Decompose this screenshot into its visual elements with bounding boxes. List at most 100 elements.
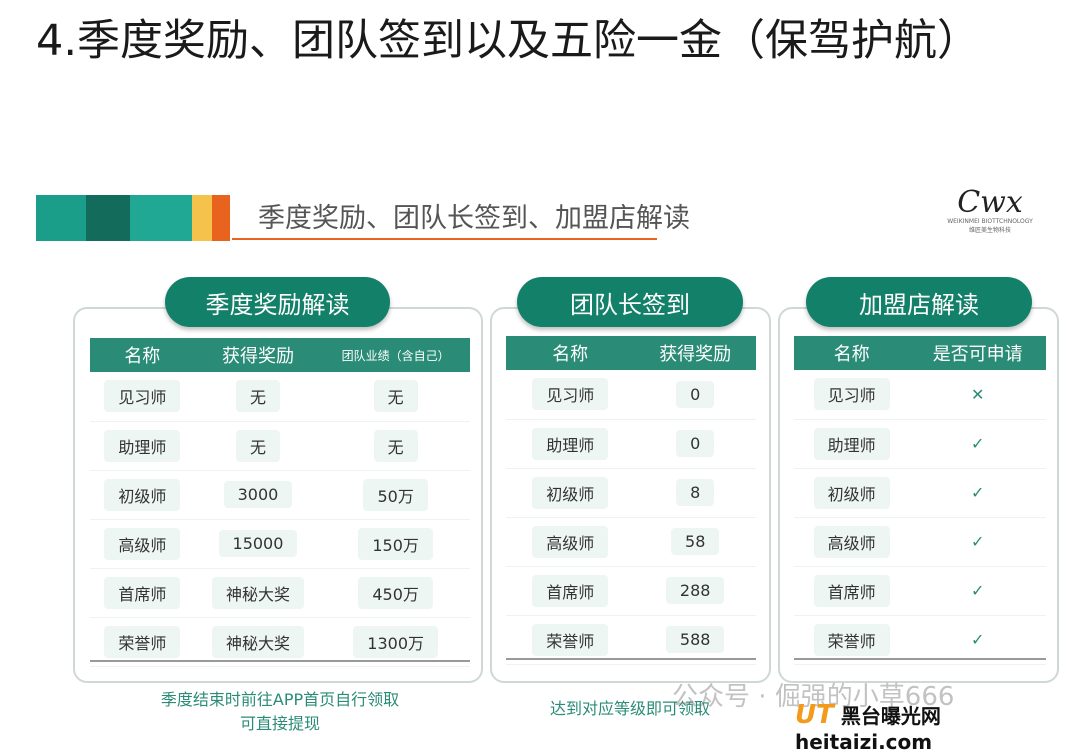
table-row: 初级师 8 — [506, 468, 756, 518]
table-cell: 神秘大奖 — [194, 568, 322, 618]
table-cell: 初级师 — [794, 468, 910, 518]
table-cell: ✓ — [909, 517, 1046, 567]
table-cell: ✓ — [909, 566, 1046, 616]
table-cell: 450万 — [321, 568, 470, 618]
banner-title: 季度奖励、团队长签到、加盟店解读 — [258, 203, 690, 234]
cell-text: 见习师 — [532, 378, 609, 411]
table-row: 首席师 ✓ — [794, 566, 1046, 616]
note-line: 可直接提现 — [239, 714, 320, 733]
table-cell: 288 — [634, 566, 756, 616]
table-row: 见习师 无 无 — [90, 372, 470, 422]
table-cell: ✕ — [909, 370, 1046, 420]
col-header: 名称 — [90, 338, 195, 372]
table-cell: 无 — [194, 372, 322, 422]
cell-text: 首席师 — [104, 576, 181, 609]
cell-text: 无 — [373, 380, 418, 413]
table-cell: 初级师 — [90, 470, 195, 520]
table-cell: ✓ — [909, 468, 1046, 518]
table-row: 助理师 无 无 — [90, 421, 470, 471]
cell-text: 高级师 — [104, 527, 181, 560]
cell-text: 助理师 — [104, 429, 181, 462]
table-row: 荣誉师 神秘大奖 1300万 — [90, 617, 470, 667]
table-row: 高级师 15000 150万 — [90, 519, 470, 569]
franchise-table: 名称 是否可申请 见习师 ✕ 助理师 ✓ 初级师 ✓ 高级师 ✓ 首席师 ✓ 荣誉师 ✓ — [794, 336, 1046, 665]
col-header: 获得奖励 — [194, 338, 322, 372]
divider — [794, 658, 1046, 660]
table-cell: 15000 — [194, 519, 322, 569]
table-cell: 0 — [634, 370, 756, 420]
table-cell: 无 — [321, 372, 470, 422]
table-cell: 助理师 — [506, 419, 635, 469]
check-icon: ✓ — [970, 483, 985, 502]
table-row: 高级师 58 — [506, 517, 756, 567]
check-icon: ✓ — [970, 581, 985, 600]
cell-text: 首席师 — [532, 574, 609, 607]
watermark: 公众号 · 倔强的小草666 — [672, 682, 955, 712]
quarterly-note: 季度结束时前往APP首页自行领取 可直接提现 — [100, 688, 460, 736]
table-cell: 588 — [634, 615, 756, 665]
table-cell: 8 — [634, 468, 756, 518]
table-cell: 初级师 — [506, 468, 635, 518]
cell-text: 150万 — [358, 527, 433, 560]
signin-pill: 团队长签到 — [517, 277, 743, 327]
table-cell: 无 — [321, 421, 470, 471]
table-row: 初级师 ✓ — [794, 468, 1046, 518]
cell-text: 无 — [235, 380, 280, 413]
table-cell: ✓ — [909, 419, 1046, 469]
cell-text: 见习师 — [104, 380, 181, 413]
table-cell: 无 — [194, 421, 322, 471]
cell-text: 高级师 — [532, 525, 609, 558]
table-cell: 58 — [634, 517, 756, 567]
table-row: 助理师 0 — [506, 419, 756, 469]
cell-text: 助理师 — [532, 427, 609, 460]
note-line: 季度结束时前往APP首页自行领取 — [160, 690, 400, 709]
check-icon: ✓ — [970, 434, 985, 453]
signin-note: 达到对应等级即可领取 — [549, 699, 710, 718]
site-url: heitaizi.com — [795, 730, 933, 754]
table-row: 初级师 3000 50万 — [90, 470, 470, 520]
cell-text: 首席师 — [813, 574, 890, 607]
table-cell: 高级师 — [794, 517, 910, 567]
col-header: 名称 — [506, 336, 635, 370]
table-cell: 首席师 — [90, 568, 195, 618]
cell-text: 荣誉师 — [104, 625, 181, 658]
cell-text: 见习师 — [813, 378, 890, 411]
cell-text: 0 — [676, 380, 715, 408]
cell-text: 588 — [665, 626, 725, 653]
cell-text: 8 — [676, 479, 715, 506]
table-row: 见习师 0 — [506, 370, 756, 420]
banner-underline — [232, 238, 657, 240]
site-watermark: UT 黑台曝光网 heitaizi.com — [795, 700, 1080, 754]
table-cell: 50万 — [321, 470, 470, 520]
cross-icon: ✕ — [970, 384, 985, 404]
cell-text: 神秘大奖 — [211, 625, 304, 658]
cell-text: 荣誉师 — [813, 623, 890, 656]
quarterly-pill: 季度奖励解读 — [165, 277, 390, 327]
table-cell: 见习师 — [90, 372, 195, 422]
check-icon: ✓ — [970, 532, 985, 551]
col-header: 名称 — [794, 336, 910, 370]
banner-stripes — [36, 195, 230, 241]
divider — [506, 658, 756, 660]
col-header: 团队业绩（含自己） — [321, 338, 470, 372]
site-name: 黑台曝光网 — [840, 704, 941, 728]
table-cell: 见习师 — [506, 370, 635, 420]
company-logo: Cwx WEIKINMEI BIOTTCHNOLOGY 维匠美生物科技 — [947, 185, 1033, 235]
table-row: 荣誉师 588 — [506, 615, 756, 665]
col-header: 是否可申请 — [909, 336, 1046, 370]
table-cell: 高级师 — [506, 517, 635, 567]
table-cell: 1300万 — [321, 617, 470, 667]
cell-text: 0 — [676, 430, 715, 457]
table-cell: 0 — [634, 419, 756, 469]
cell-text: 450万 — [358, 576, 433, 609]
cell-text: 高级师 — [813, 525, 890, 558]
cell-text: 荣誉师 — [532, 623, 609, 656]
table-cell: 助理师 — [90, 421, 195, 471]
cell-text: 初级师 — [104, 478, 181, 511]
table-cell: 荣誉师 — [506, 615, 635, 665]
table-row: 首席师 神秘大奖 450万 — [90, 568, 470, 618]
cell-text: 1300万 — [353, 625, 439, 658]
table-row: 荣誉师 ✓ — [794, 615, 1046, 665]
cell-text: 15000 — [218, 530, 298, 557]
cell-text: 288 — [665, 577, 725, 604]
